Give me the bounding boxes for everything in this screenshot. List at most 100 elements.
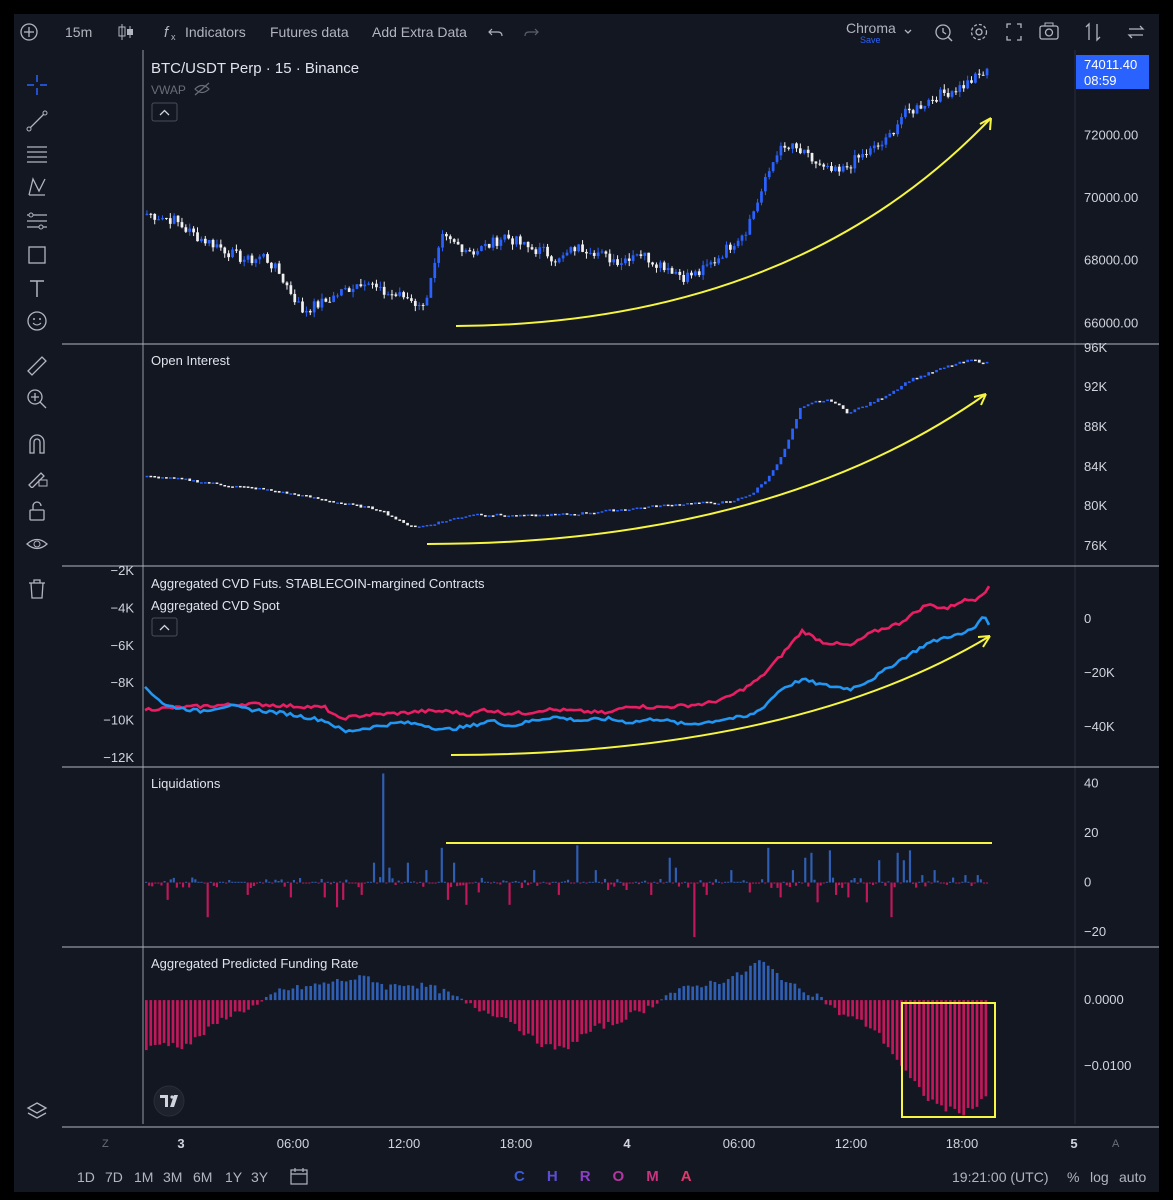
fib-icon[interactable] bbox=[26, 210, 48, 232]
text-icon[interactable] bbox=[26, 277, 48, 299]
funding-rate-title[interactable]: Aggregated Predicted Funding Rate bbox=[151, 956, 358, 971]
liquidation-bar bbox=[314, 881, 317, 883]
price-candle bbox=[246, 254, 250, 263]
lock-pencil-icon[interactable] bbox=[26, 466, 48, 488]
funding-rate-pane[interactable] bbox=[145, 960, 988, 1116]
eye-icon[interactable] bbox=[26, 533, 48, 555]
price-candle bbox=[802, 149, 806, 155]
fullscreen-icon[interactable] bbox=[1004, 14, 1024, 50]
brand-letter: H bbox=[546, 1168, 580, 1185]
rectangle-icon[interactable] bbox=[26, 244, 48, 266]
unlock-icon[interactable] bbox=[26, 500, 48, 522]
liquidation-bar bbox=[810, 852, 813, 883]
crosshair-icon[interactable] bbox=[26, 74, 48, 96]
horizontal-lines-icon[interactable] bbox=[26, 143, 48, 165]
undo-icon[interactable] bbox=[487, 14, 505, 50]
liquidation-bar bbox=[776, 882, 779, 888]
tradingview-logo-icon[interactable] bbox=[153, 1085, 185, 1117]
layout-save-label[interactable]: Save bbox=[860, 35, 881, 45]
calendar-icon[interactable] bbox=[289, 1162, 309, 1192]
zoom-z-button[interactable]: Z bbox=[102, 1138, 109, 1150]
price-candle bbox=[662, 260, 666, 273]
liquidations-pane[interactable] bbox=[145, 773, 989, 938]
vwap-label[interactable]: VWAP bbox=[151, 83, 186, 97]
funding-bar bbox=[233, 1000, 237, 1012]
chevron-down-icon[interactable] bbox=[902, 14, 914, 50]
price-axis[interactable]: 72000.00 70000.00 68000.00 66000.00 bbox=[1084, 127, 1138, 330]
open-interest-title[interactable]: Open Interest bbox=[151, 353, 230, 368]
funding-rate-axis[interactable]: 0.0000 −0.0100 bbox=[1084, 992, 1131, 1073]
oi-candle bbox=[627, 509, 631, 512]
trend-line-icon[interactable] bbox=[26, 110, 48, 132]
log-toggle[interactable]: log bbox=[1090, 1169, 1109, 1185]
funding-bar bbox=[691, 986, 695, 1001]
add-symbol-icon[interactable] bbox=[19, 14, 39, 50]
symbol-title[interactable]: BTC/USDT Perp · 15 · Binance bbox=[151, 60, 359, 77]
range-1y[interactable]: 1Y bbox=[225, 1169, 243, 1185]
emoji-icon[interactable] bbox=[26, 310, 48, 332]
collapse-legend-button-3[interactable] bbox=[151, 617, 178, 637]
sort-arrows-icon[interactable] bbox=[1084, 14, 1102, 50]
funding-bar bbox=[327, 983, 330, 1001]
funding-bar bbox=[380, 983, 384, 1001]
zoom-in-icon[interactable] bbox=[26, 388, 48, 410]
cvd-spot-title[interactable]: Aggregated CVD Spot bbox=[151, 598, 280, 613]
liquidation-bar bbox=[311, 881, 314, 883]
replay-icon[interactable] bbox=[934, 14, 954, 50]
cvd-axis[interactable]: −2K −4K −6K −8K −10K −12K 0 −20K −40K bbox=[103, 563, 1115, 765]
range-1d[interactable]: 1D bbox=[77, 1169, 95, 1185]
funding-bar bbox=[509, 1000, 512, 1023]
liquidation-bar bbox=[523, 880, 527, 883]
percent-toggle[interactable]: % bbox=[1067, 1169, 1080, 1185]
pattern-icon[interactable] bbox=[26, 176, 48, 198]
interval-button[interactable]: 15m bbox=[65, 24, 93, 40]
gear-icon[interactable] bbox=[969, 14, 989, 50]
price-pane[interactable] bbox=[145, 67, 989, 318]
liquidation-bar bbox=[151, 882, 154, 887]
cvd-futs-title[interactable]: Aggregated CVD Futs. STABLECOIN-margined… bbox=[151, 576, 485, 591]
range-6m[interactable]: 6M bbox=[193, 1169, 213, 1185]
oi-candle bbox=[476, 513, 479, 516]
camera-icon[interactable] bbox=[1038, 14, 1060, 50]
clock-time[interactable]: 19:21:00 (UTC) bbox=[952, 1169, 1049, 1185]
range-7d[interactable]: 7D bbox=[105, 1169, 123, 1185]
liquidation-bar bbox=[351, 882, 354, 884]
add-extra-data-button[interactable]: Add Extra Data bbox=[372, 24, 467, 40]
layout-selector[interactable]: Chroma Save bbox=[846, 20, 896, 45]
futures-data-button[interactable]: Futures data bbox=[270, 24, 349, 40]
oi-candle bbox=[561, 513, 565, 515]
price-candle bbox=[655, 262, 658, 273]
price-candle bbox=[954, 87, 958, 96]
redo-icon[interactable] bbox=[522, 14, 540, 50]
swap-icon[interactable] bbox=[1126, 14, 1146, 50]
open-interest-axis[interactable]: 96K 92K 88K 84K 80K 76K bbox=[1084, 340, 1107, 553]
price-candle bbox=[491, 234, 495, 251]
liquidations-title[interactable]: Liquidations bbox=[151, 776, 221, 791]
eye-off-icon[interactable] bbox=[194, 82, 210, 96]
chart-area[interactable]: BTC/USDT Perp · 15 · Binance VWAP 72000.… bbox=[14, 14, 1159, 1162]
range-3y[interactable]: 3Y bbox=[251, 1169, 269, 1185]
cvd-pane[interactable] bbox=[144, 585, 991, 734]
oi-candle bbox=[732, 500, 736, 503]
oi-candle bbox=[203, 482, 207, 484]
liquidations-axis[interactable]: 40 20 0 −20 bbox=[1084, 775, 1106, 939]
magnet-icon[interactable] bbox=[26, 433, 48, 455]
funding-bar bbox=[815, 993, 819, 1001]
trash-icon[interactable] bbox=[26, 578, 48, 600]
price-candle bbox=[270, 262, 273, 273]
indicators-button[interactable]: Indicators bbox=[185, 24, 246, 40]
collapse-legend-button-1[interactable] bbox=[151, 102, 178, 122]
auto-scale-a-button[interactable]: A bbox=[1112, 1138, 1120, 1150]
candle-type-icon[interactable] bbox=[117, 14, 135, 50]
oi-candle bbox=[546, 514, 549, 517]
range-3m[interactable]: 3M bbox=[163, 1169, 183, 1185]
auto-toggle[interactable]: auto bbox=[1119, 1169, 1147, 1185]
open-interest-pane[interactable] bbox=[145, 359, 989, 528]
ruler-icon[interactable] bbox=[26, 355, 48, 377]
oi-candle bbox=[939, 368, 942, 370]
range-1m[interactable]: 1M bbox=[134, 1169, 154, 1185]
time-axis[interactable]: 3 06:00 12:00 18:00 4 06:00 12:00 18:00 5 bbox=[177, 1136, 1077, 1151]
liquidation-bar bbox=[437, 881, 440, 883]
layers-icon[interactable] bbox=[26, 1100, 48, 1122]
